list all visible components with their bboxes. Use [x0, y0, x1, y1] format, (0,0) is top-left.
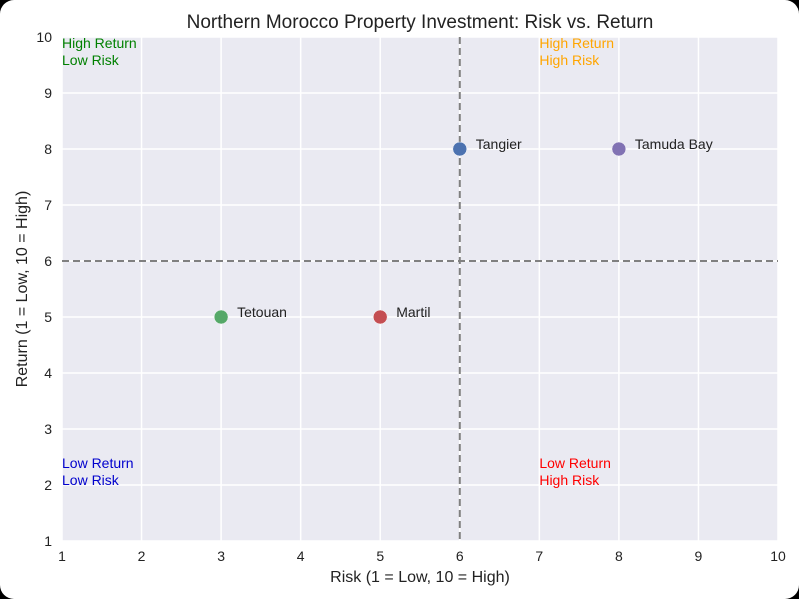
y-tick-label: 6 — [44, 253, 52, 269]
y-tick-label: 7 — [44, 197, 52, 213]
x-tick-label: 3 — [217, 548, 225, 564]
reference-lines — [62, 37, 778, 541]
data-points: Tangier Tamuda Bay Tetouan Martil — [213, 136, 713, 325]
y-tick-label: 4 — [44, 365, 52, 381]
point-label: Martil — [396, 304, 430, 320]
point-label: Tetouan — [237, 304, 287, 320]
point-martil — [372, 309, 388, 325]
quadrant-label-line2: High Risk — [539, 52, 600, 68]
quadrant-label: Low Return Low Risk — [62, 455, 134, 488]
x-tick-label: 6 — [456, 548, 464, 564]
x-tick-label: 10 — [770, 548, 786, 564]
chart-title: Northern Morocco Property Investment: Ri… — [187, 12, 654, 33]
x-tick-label: 9 — [695, 548, 703, 564]
quadrant-label-line1: Low Return — [539, 455, 611, 471]
quadrant-label-line1: High Return — [62, 35, 137, 51]
y-tick-labels: 1 2 3 4 5 6 7 8 9 10 — [36, 29, 52, 549]
quadrant-label-line1: High Return — [539, 35, 614, 51]
y-tick-label: 10 — [36, 29, 52, 45]
y-tick-label: 5 — [44, 309, 52, 325]
x-tick-label: 7 — [535, 548, 543, 564]
x-tick-labels: 1 2 3 4 5 6 7 8 9 10 — [58, 548, 786, 564]
point-label: Tamuda Bay — [635, 136, 713, 152]
x-tick-label: 4 — [297, 548, 305, 564]
y-axis-label: Return (1 = Low, 10 = High) — [14, 191, 31, 388]
x-axis-label: Risk (1 = Low, 10 = High) — [330, 569, 510, 586]
x-tick-label: 5 — [376, 548, 384, 564]
point-tamuda-bay — [611, 141, 627, 157]
quadrant-label-line1: Low Return — [62, 455, 134, 471]
point-tetouan — [213, 309, 229, 325]
y-tick-label: 3 — [44, 421, 52, 437]
quadrant-label-line2: High Risk — [539, 472, 600, 488]
quadrant-label: High Return High Risk — [539, 35, 614, 68]
quadrant-label: High Return Low Risk — [62, 35, 137, 68]
x-tick-label: 1 — [58, 548, 66, 564]
quadrant-label-line2: Low Risk — [62, 52, 120, 68]
y-tick-label: 2 — [44, 477, 52, 493]
x-tick-label: 8 — [615, 548, 623, 564]
x-tick-label: 2 — [138, 548, 146, 564]
y-tick-label: 1 — [44, 533, 52, 549]
point-tangier — [452, 141, 468, 157]
quadrant-label: Low Return High Risk — [539, 455, 611, 488]
quadrant-label-line2: Low Risk — [62, 472, 120, 488]
point-label: Tangier — [476, 136, 522, 152]
y-tick-label: 9 — [44, 85, 52, 101]
y-tick-label: 8 — [44, 141, 52, 157]
plot-area — [62, 37, 778, 541]
